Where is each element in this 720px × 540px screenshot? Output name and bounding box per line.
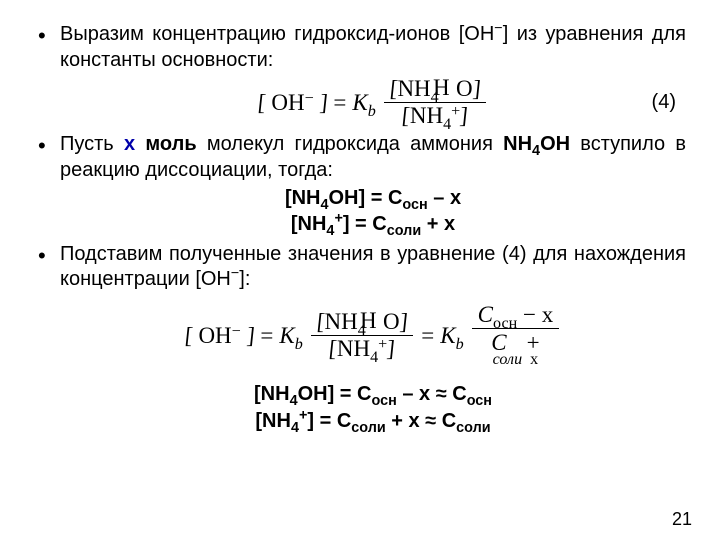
bullet3-post: : <box>245 268 251 290</box>
bullet-3: Подставим полученные значения в уравнени… <box>34 242 686 435</box>
equation-4: [ OH− ] = Kb [NH4 O] [NH4+] <box>60 77 686 128</box>
eq1-lhs-species: OH− <box>271 88 313 117</box>
bullet2-mol: моль <box>135 133 197 155</box>
bullet-1: Выразим концентрацию гидроксид-ионов [OH… <box>34 22 686 128</box>
eq2-fraction-2: Cосн − x C+ соли x <box>472 303 560 368</box>
slide-body: Выразим концентрацию гидроксид-ионов [OH… <box>0 0 720 540</box>
eq2-stray-h: H <box>360 306 377 335</box>
bullet1-species: [OH−] <box>459 23 509 45</box>
conc-line-1: [NH4OH] = Cосн – x <box>60 186 686 212</box>
approx-line-2: [NH4+] = Cсоли + x ≈ Cсоли <box>60 409 686 435</box>
bullet2-pre: Пусть <box>60 133 124 155</box>
bullet2-mid: молекул гидроксида аммония <box>197 133 504 155</box>
eq2-Kb-1: Kb <box>279 321 302 350</box>
approx-lines: [NH4OH] = Cосн – x ≈ Cосн [NH4+] = Cсоли… <box>60 382 686 434</box>
eq1-equals: = <box>333 88 346 117</box>
conc-line-2: [NH4+] = Cсоли + x <box>60 212 686 238</box>
conc-lines: [NH4OH] = Cосн – x [NH4+] = Cсоли + x <box>60 186 686 238</box>
eq1-stray-h: H <box>433 73 450 102</box>
eq2-equals2: = <box>421 321 434 350</box>
equation-5: [ OH− ] = Kb [NH4 O] [NH4+] <box>60 303 686 368</box>
bullet3-pre: Подставим полученные значения в уравнени… <box>60 243 686 291</box>
eq2-equals1: = <box>260 321 273 350</box>
bullet2-x: x <box>124 133 135 155</box>
eq2-lhs-close: ] <box>245 321 256 350</box>
eq2-lhs-open: [ <box>183 321 194 350</box>
bullet3-species: [OH−] <box>195 268 245 290</box>
bullet-2: Пусть x моль молекул гидроксида аммония … <box>34 132 686 237</box>
eq1-label: (4) <box>652 90 676 116</box>
bullet1-pre: Выразим концентрацию гидроксид-ионов <box>60 23 459 45</box>
bullet2-species: NH4OH <box>503 133 570 155</box>
eq1-lhs-open: [ <box>256 88 267 117</box>
approx-line-1: [NH4OH] = Cосн – x ≈ Cосн <box>60 382 686 408</box>
eq2-Kb-2: Kb <box>440 321 463 350</box>
eq1-lhs-close: ] <box>318 88 329 117</box>
eq2-lhs-species: OH− <box>198 321 240 350</box>
bullet-list: Выразим концентрацию гидроксид-ионов [OH… <box>34 22 686 434</box>
eq1-Kb: Kb <box>352 88 375 117</box>
page-number: 21 <box>672 509 692 530</box>
